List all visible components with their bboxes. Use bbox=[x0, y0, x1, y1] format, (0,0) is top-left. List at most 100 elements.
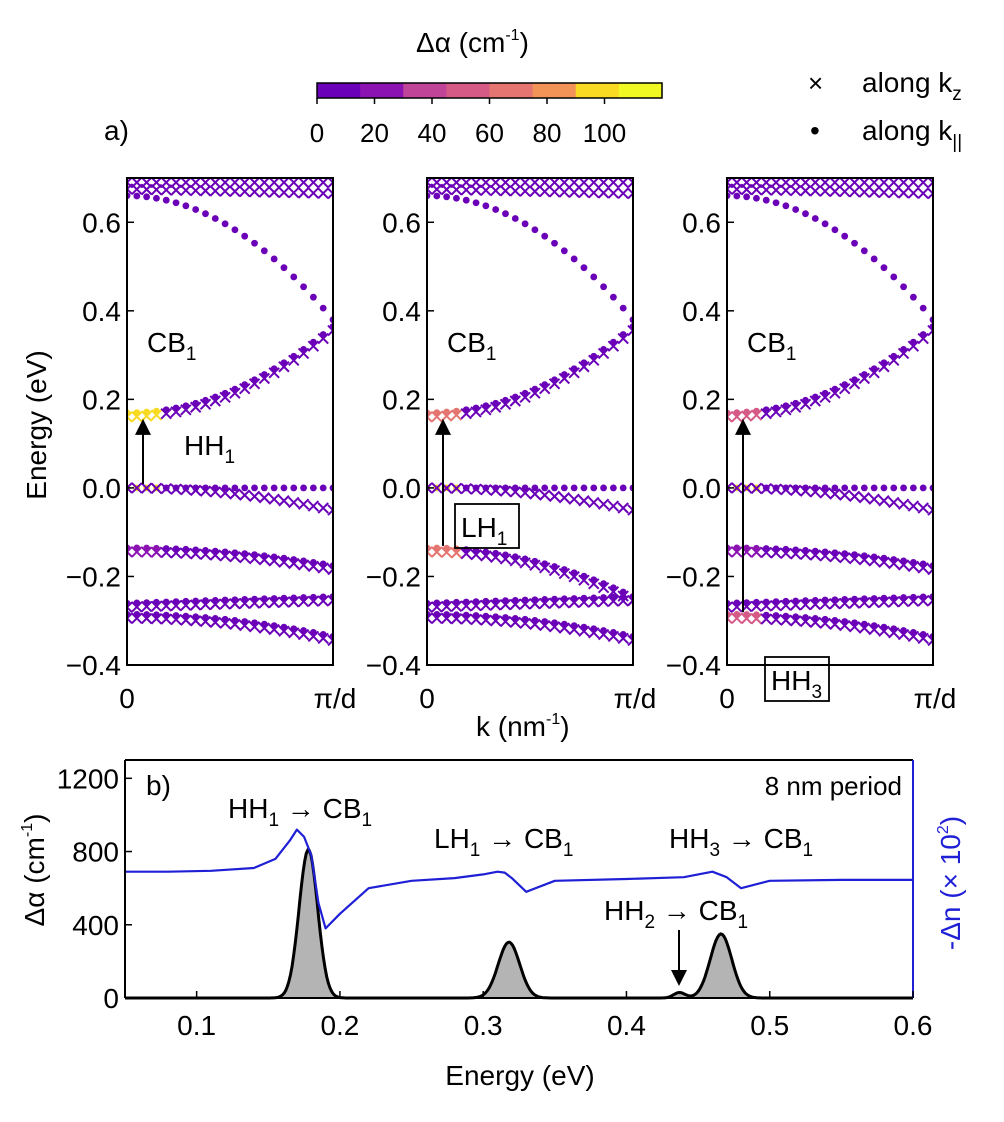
kz-point bbox=[258, 372, 271, 385]
kz-point bbox=[627, 187, 633, 200]
kz-point bbox=[327, 178, 333, 189]
kz-point bbox=[789, 599, 802, 611]
kz-point bbox=[878, 186, 890, 199]
kz-point bbox=[917, 595, 929, 607]
kz-point bbox=[209, 616, 221, 629]
kz-point bbox=[740, 183, 753, 196]
kz-point bbox=[170, 483, 182, 495]
kz-point bbox=[160, 483, 172, 495]
kpar-point bbox=[260, 247, 268, 255]
y-tick-label: −0.4 bbox=[66, 650, 121, 681]
kz-point bbox=[588, 496, 600, 509]
kz-point bbox=[917, 502, 929, 514]
kz-point bbox=[140, 183, 153, 196]
transition-annotation: LH1 → CB1 bbox=[434, 823, 573, 861]
kz-point bbox=[597, 187, 610, 199]
kz-point bbox=[607, 586, 620, 598]
kpar-point bbox=[280, 484, 288, 492]
transition-label-box bbox=[764, 656, 830, 702]
kz-point bbox=[248, 186, 261, 198]
kz-point bbox=[888, 496, 900, 509]
kz-point bbox=[597, 628, 610, 641]
kpar-point bbox=[472, 199, 480, 207]
kz-point bbox=[897, 628, 910, 641]
kz-point bbox=[927, 187, 933, 200]
kz-point bbox=[597, 347, 610, 360]
kz-point bbox=[809, 486, 821, 498]
kz-point bbox=[907, 595, 920, 607]
kz-point bbox=[780, 404, 792, 416]
kz-point bbox=[150, 183, 163, 196]
kpar-point bbox=[211, 215, 219, 222]
kz-point bbox=[578, 186, 590, 199]
kpar-point bbox=[531, 484, 539, 492]
band-label-cb1: CB1 bbox=[447, 327, 496, 365]
kz-point bbox=[278, 186, 290, 199]
kz-point bbox=[897, 187, 910, 199]
band-points bbox=[127, 178, 333, 647]
x-tick-label: 0.5 bbox=[750, 1010, 789, 1041]
kz-point bbox=[888, 186, 900, 199]
kz-point bbox=[907, 630, 920, 643]
kz-point bbox=[529, 178, 541, 189]
kz-point bbox=[848, 378, 861, 390]
kz-point bbox=[209, 486, 221, 498]
colorbar-ticks: 0 20 40 60 80 100 bbox=[310, 98, 626, 148]
kz-point bbox=[750, 613, 763, 625]
panel-a-ylabel: Energy (eV) bbox=[21, 350, 52, 499]
kpar-point bbox=[772, 199, 780, 207]
kz-point bbox=[519, 617, 531, 630]
kz-point bbox=[470, 406, 482, 418]
kz-point bbox=[548, 564, 561, 577]
kz-point bbox=[489, 401, 502, 413]
kz-point bbox=[617, 332, 629, 345]
x-tick-label: 0.2 bbox=[320, 1010, 359, 1041]
kz-point bbox=[278, 361, 290, 373]
kz-point bbox=[160, 546, 172, 559]
kpar-point bbox=[172, 199, 180, 207]
x-tick-label: 0.4 bbox=[607, 1010, 646, 1041]
y-tick-label: 800 bbox=[72, 837, 119, 868]
kpar-point bbox=[319, 304, 327, 312]
kz-point bbox=[248, 552, 261, 565]
kpar-point bbox=[260, 484, 268, 492]
kpar-point bbox=[241, 232, 249, 240]
kz-point bbox=[427, 183, 433, 195]
kpar-point bbox=[551, 484, 558, 492]
kz-point bbox=[460, 613, 472, 625]
kpar-point bbox=[319, 484, 327, 492]
kz-point bbox=[539, 489, 551, 501]
kz-point bbox=[607, 178, 620, 189]
kz-point bbox=[848, 552, 861, 565]
kpar-point bbox=[841, 484, 849, 492]
kpar-point bbox=[521, 484, 529, 492]
kz-point bbox=[160, 184, 172, 196]
kz-point bbox=[427, 601, 433, 613]
kz-point bbox=[750, 600, 763, 612]
kz-point bbox=[127, 411, 133, 423]
kz-point bbox=[780, 599, 792, 612]
kz-point bbox=[529, 598, 541, 610]
kpar-point bbox=[143, 193, 151, 201]
kz-point bbox=[789, 548, 802, 560]
kpar-point bbox=[802, 210, 809, 218]
kz-point bbox=[327, 563, 333, 576]
kpar-point bbox=[221, 484, 229, 492]
kz-point bbox=[288, 496, 300, 509]
kz-point bbox=[731, 546, 743, 558]
kpar-point bbox=[851, 239, 858, 247]
kz-point bbox=[727, 612, 733, 625]
y-tick-label: 1200 bbox=[57, 763, 119, 794]
x-tick-label: 0 bbox=[419, 683, 435, 714]
kz-point bbox=[150, 409, 163, 421]
kz-point bbox=[539, 178, 551, 189]
kpar-point bbox=[443, 193, 451, 201]
kz-point bbox=[297, 187, 310, 199]
kz-point bbox=[819, 487, 831, 499]
kz-point bbox=[150, 600, 163, 612]
kz-point bbox=[499, 615, 512, 628]
y-tick-label: −0.2 bbox=[66, 561, 121, 592]
kz-point bbox=[927, 563, 933, 576]
kpar-point bbox=[590, 273, 598, 281]
kz-point bbox=[558, 597, 571, 609]
